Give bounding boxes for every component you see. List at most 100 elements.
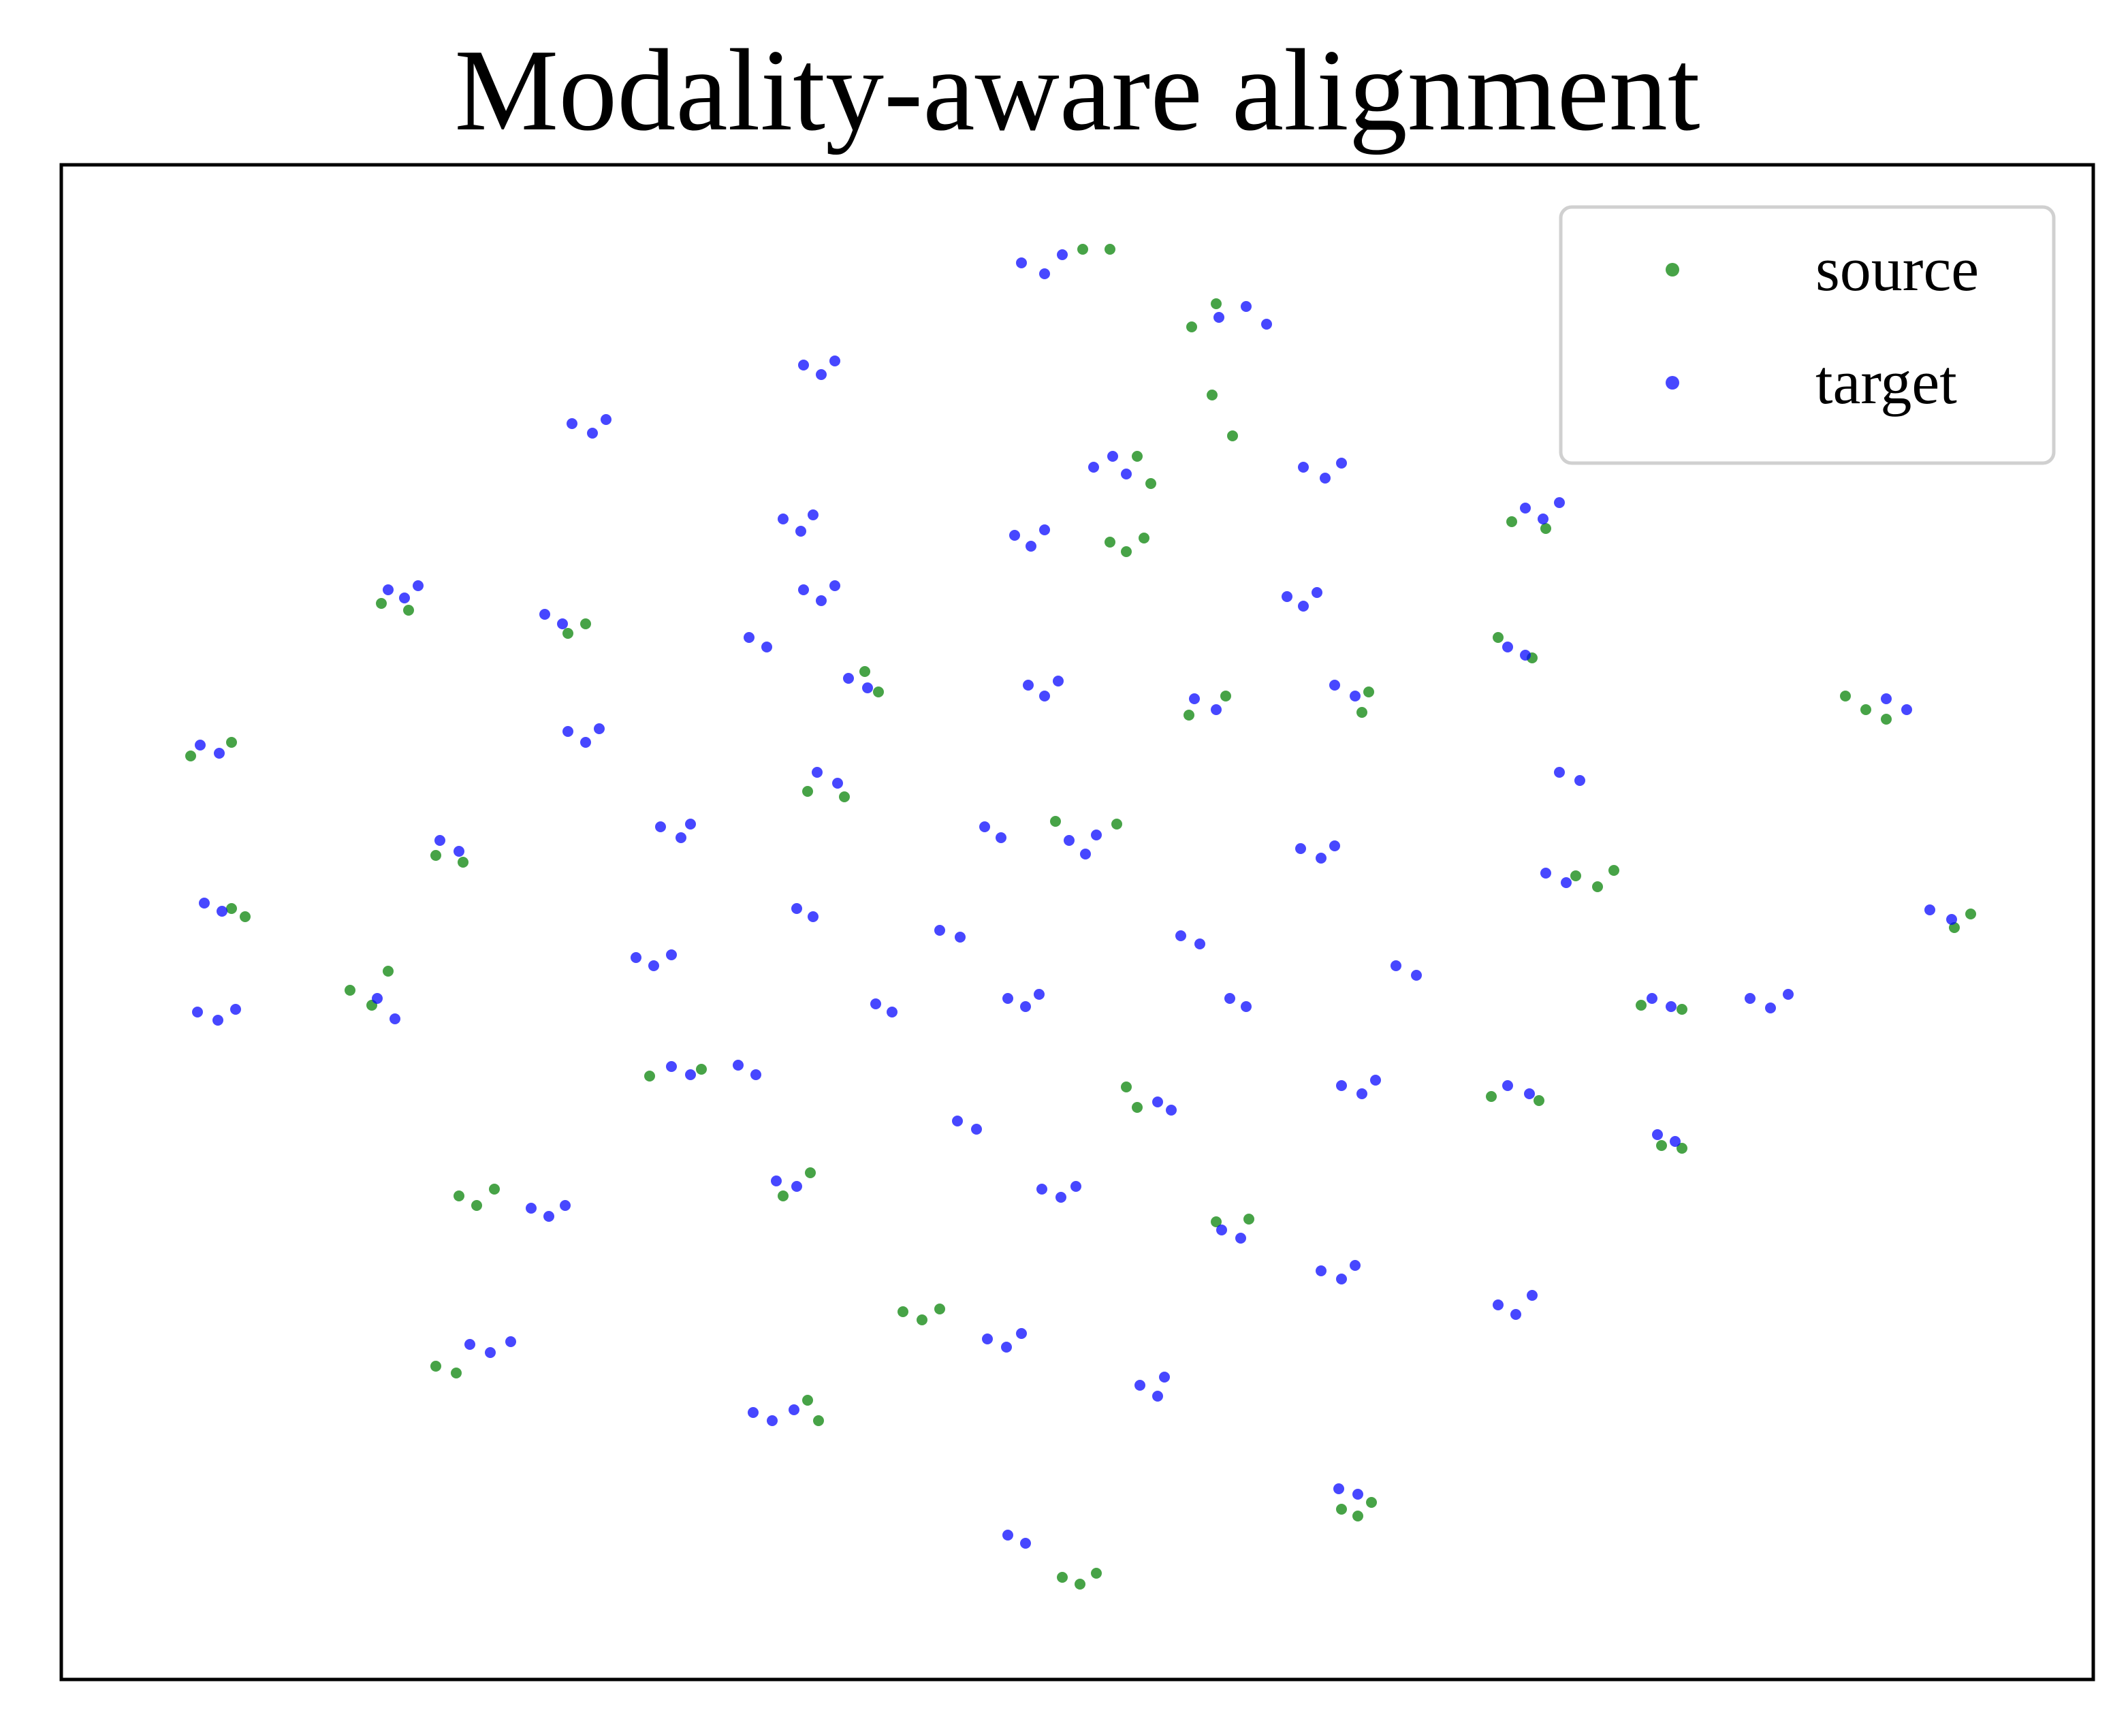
point [413,580,424,591]
point [808,911,819,922]
point [934,925,945,936]
point [1524,1088,1535,1099]
point [1647,993,1657,1004]
point [666,949,677,960]
legend: source target [1559,205,2056,465]
legend-label: source [1815,234,1979,304]
point [798,584,809,595]
point [802,786,813,797]
point [526,1203,537,1214]
point [454,846,464,857]
point [1329,680,1340,691]
point [562,628,573,639]
point [862,682,873,693]
point [805,1167,816,1178]
point [471,1200,482,1211]
point [430,1361,441,1372]
point [372,993,383,1004]
point [778,1190,789,1201]
point [199,898,210,909]
point [403,605,414,616]
point [1055,1192,1066,1203]
point [1316,853,1327,864]
plot-frame [59,163,2095,1682]
point [1053,676,1064,686]
legend-marker [1666,263,1679,277]
point [1840,691,1851,701]
point [1002,993,1013,1004]
point [1243,1214,1254,1225]
point [791,903,802,914]
point [1001,1342,1012,1353]
point [562,726,573,737]
point [1502,642,1513,652]
point [685,1069,696,1080]
point [543,1211,554,1222]
point [1670,1136,1681,1147]
point [1540,523,1551,534]
point [485,1347,496,1358]
point [1570,870,1581,881]
point [1241,301,1252,312]
point [1350,1260,1361,1271]
point [873,686,884,697]
point [1211,298,1222,309]
point [505,1336,516,1347]
point [1216,1225,1227,1235]
point [952,1116,963,1126]
point [750,1069,761,1080]
point [1039,691,1050,701]
point [587,428,598,439]
point [1145,478,1156,489]
point [812,767,823,778]
point [560,1200,571,1211]
point [1493,1299,1504,1310]
point [1924,904,1935,915]
chart-title: Modality-aware alignment [454,26,1700,155]
point [1070,1181,1081,1192]
point [212,1015,223,1026]
point [1312,587,1322,598]
point [1121,546,1132,557]
point [1132,1102,1143,1113]
point [1608,865,1619,876]
point [1207,390,1218,400]
point [240,911,251,922]
point [1298,601,1309,612]
point [1561,877,1572,888]
point [1391,960,1401,971]
point [870,998,881,1009]
point [996,832,1006,843]
point [230,1004,241,1015]
point [1064,835,1075,846]
point [1088,462,1099,473]
point [1363,686,1374,697]
point [767,1415,778,1426]
point [1211,1216,1222,1227]
point [226,903,237,914]
point [1009,530,1020,541]
point [192,1007,203,1017]
point [1227,430,1238,441]
point [979,821,990,832]
point [1261,319,1272,330]
point [1091,830,1102,840]
point [1282,591,1292,602]
point [1194,938,1205,949]
point [489,1184,500,1195]
point [1352,1489,1363,1500]
point [631,952,641,963]
point [539,609,550,620]
point [791,1181,802,1192]
point [733,1060,744,1071]
legend-box [1559,205,2056,465]
point [1783,989,1794,1000]
point [696,1064,707,1075]
point [829,356,840,366]
point [1057,249,1068,260]
point [1050,816,1061,827]
point [1235,1233,1246,1244]
point [1946,914,1957,925]
point [971,1124,982,1135]
